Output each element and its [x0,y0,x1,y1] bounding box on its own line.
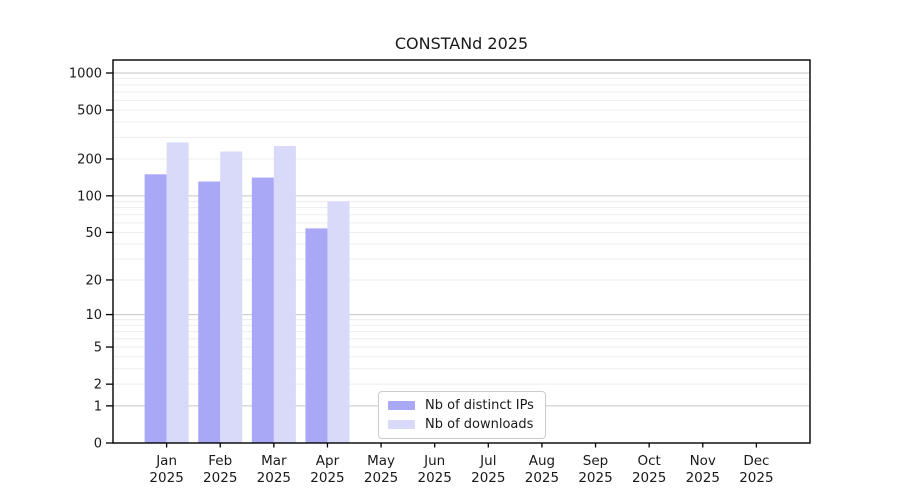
legend-item-downloads: Nb of downloads [388,417,536,432]
bar-apr-downloads [327,201,350,443]
legend: Nb of distinct IPs Nb of downloads [378,391,546,439]
y-tick-label: 10 [85,308,102,323]
y-tick-label: 200 [77,152,102,167]
chart-title: CONSTANd 2025 [394,34,529,53]
bar-feb-downloads [220,151,243,443]
x-tick-label-jun: Jun 2025 [418,453,452,486]
y-tick-label: 2 [94,378,102,393]
x-tick-label-oct: Oct 2025 [632,453,666,486]
bar-apr-distinct-ips [305,228,328,443]
x-tick-label-sep: Sep 2025 [578,453,612,486]
x-tick-label-may: May 2025 [364,453,398,486]
legend-item-distinct-ips: Nb of distinct IPs [388,398,536,413]
y-tick-label: 0 [94,437,102,452]
bar-jan-downloads [166,142,189,444]
bar-jan-distinct-ips [144,174,167,443]
y-tick-label: 1 [94,399,102,414]
y-tick-label: 5 [94,341,102,356]
bar-feb-distinct-ips [198,181,221,444]
x-tick-label-nov: Nov 2025 [686,453,720,486]
x-tick-label-feb: Feb 2025 [203,453,237,486]
y-tick-label: 1000 [69,67,102,82]
x-tick-label-jan: Jan 2025 [149,453,183,486]
x-tick-label-mar: Mar 2025 [257,453,291,486]
x-tick-label-jul: Jul 2025 [471,453,505,486]
legend-label-distinct-ips: Nb of distinct IPs [425,398,534,413]
x-tick-label-apr: Apr 2025 [310,453,344,486]
y-tick-label: 50 [85,226,102,241]
x-tick-label-dec: Dec 2025 [739,453,773,486]
legend-swatch-distinct-ips [388,401,415,410]
x-tick-label-aug: Aug 2025 [525,453,559,486]
bar-mar-distinct-ips [251,177,274,443]
legend-swatch-downloads [388,420,415,429]
y-tick-label: 20 [85,273,102,288]
y-tick-label: 100 [77,189,102,204]
y-tick-label: 500 [77,104,102,119]
bar-mar-downloads [273,146,296,443]
legend-label-downloads: Nb of downloads [425,417,534,432]
plot-frame [112,59,811,444]
